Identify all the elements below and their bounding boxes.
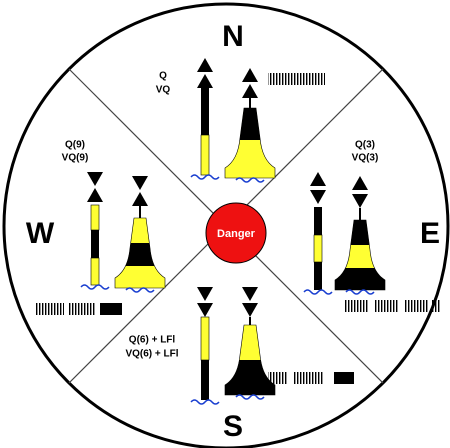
north-spar [190, 58, 220, 180]
light-pattern [345, 300, 440, 312]
danger-label: Danger [217, 228, 256, 240]
compass-south: S [223, 410, 243, 443]
east-spar [303, 172, 333, 295]
south-spar [190, 287, 220, 405]
light-label: VQ(6) + LFl [125, 349, 178, 360]
light-pattern [268, 372, 354, 384]
danger-circle [205, 202, 267, 264]
light-pattern [36, 303, 122, 315]
compass-north: N [222, 20, 244, 53]
light-pattern [268, 73, 325, 85]
compass-west: W [26, 217, 55, 250]
light-label: VQ(9) [62, 153, 89, 164]
light-label: Q(3) [355, 140, 375, 151]
light-label: VQ(3) [352, 153, 379, 164]
west-spar [80, 172, 110, 290]
compass-east: E [420, 217, 440, 250]
light-label: Q [159, 71, 167, 82]
light-label: Q(9) [65, 140, 85, 151]
light-label: Q(6) + LFl [129, 335, 176, 346]
light-label: VQ [156, 85, 171, 96]
